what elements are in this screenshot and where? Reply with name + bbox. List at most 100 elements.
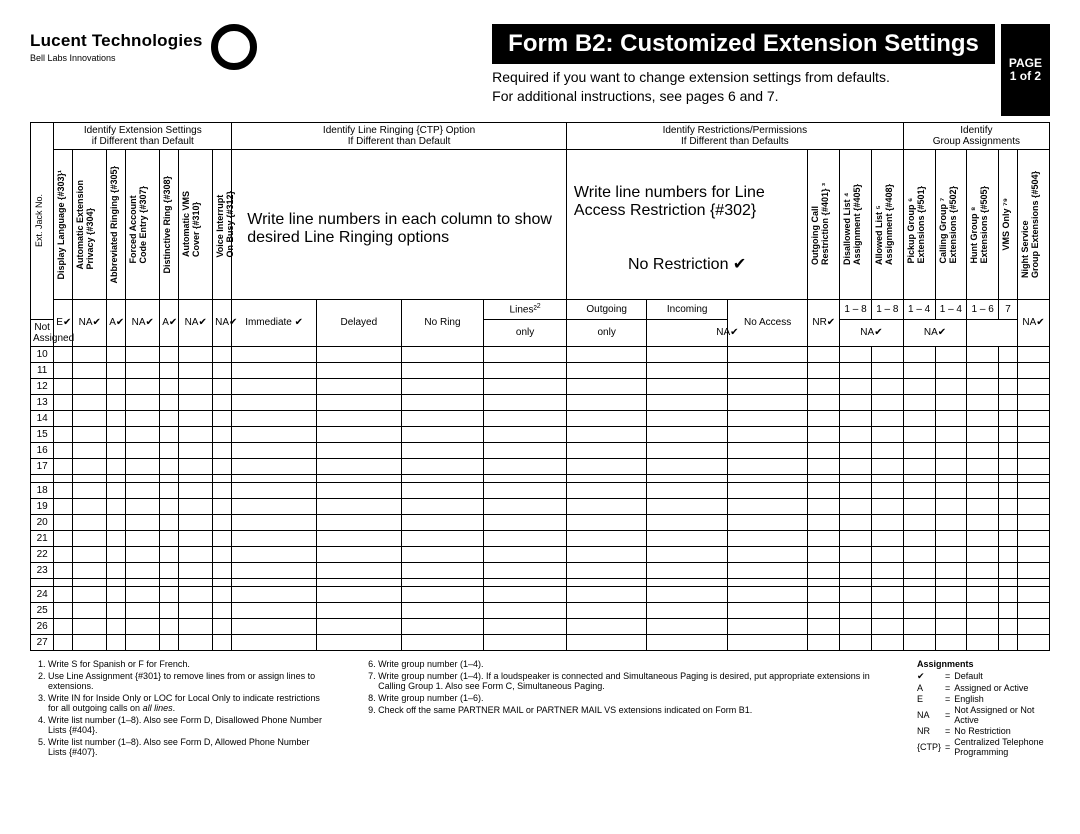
cell[interactable] — [727, 546, 807, 562]
cell[interactable] — [727, 442, 807, 458]
cell[interactable] — [316, 426, 401, 442]
cell[interactable] — [126, 442, 160, 458]
cell[interactable] — [126, 458, 160, 474]
cell[interactable] — [126, 482, 160, 498]
cell[interactable] — [316, 530, 401, 546]
cell[interactable] — [967, 498, 999, 514]
cell[interactable] — [871, 586, 903, 602]
cell[interactable] — [179, 514, 213, 530]
cell[interactable] — [871, 394, 903, 410]
cell[interactable] — [647, 346, 727, 362]
cell[interactable] — [1018, 514, 1050, 530]
cell[interactable] — [179, 498, 213, 514]
cell[interactable] — [54, 602, 73, 618]
cell[interactable] — [935, 378, 967, 394]
cell[interactable] — [401, 442, 484, 458]
cell[interactable] — [179, 442, 213, 458]
cell[interactable] — [73, 530, 107, 546]
cell[interactable] — [401, 410, 484, 426]
cell[interactable] — [232, 546, 317, 562]
cell[interactable] — [967, 378, 999, 394]
cell[interactable] — [160, 618, 179, 634]
cell[interactable] — [647, 546, 727, 562]
cell[interactable] — [232, 530, 317, 546]
cell[interactable] — [126, 394, 160, 410]
cell[interactable] — [160, 482, 179, 498]
cell[interactable] — [401, 346, 484, 362]
cell[interactable] — [967, 586, 999, 602]
cell[interactable] — [840, 482, 872, 498]
cell[interactable] — [160, 346, 179, 362]
cell[interactable] — [484, 498, 567, 514]
cell[interactable] — [316, 378, 401, 394]
cell[interactable] — [54, 514, 73, 530]
cell[interactable] — [484, 586, 567, 602]
cell[interactable] — [401, 562, 484, 578]
cell[interactable] — [999, 482, 1018, 498]
cell[interactable] — [179, 562, 213, 578]
cell[interactable] — [401, 546, 484, 562]
cell[interactable] — [179, 458, 213, 474]
cell[interactable] — [160, 514, 179, 530]
cell[interactable] — [566, 498, 646, 514]
cell[interactable] — [935, 586, 967, 602]
cell[interactable] — [566, 482, 646, 498]
cell[interactable] — [484, 394, 567, 410]
cell[interactable] — [1018, 458, 1050, 474]
cell[interactable] — [1018, 634, 1050, 650]
cell[interactable] — [566, 410, 646, 426]
cell[interactable] — [232, 378, 317, 394]
cell[interactable] — [935, 346, 967, 362]
cell[interactable] — [647, 394, 727, 410]
cell[interactable] — [160, 442, 179, 458]
cell[interactable] — [647, 482, 727, 498]
cell[interactable] — [840, 426, 872, 442]
cell[interactable] — [727, 602, 807, 618]
cell[interactable] — [484, 362, 567, 378]
cell[interactable] — [967, 618, 999, 634]
cell[interactable] — [647, 618, 727, 634]
cell[interactable] — [484, 602, 567, 618]
cell[interactable] — [967, 482, 999, 498]
cell[interactable] — [1018, 586, 1050, 602]
cell[interactable] — [126, 530, 160, 546]
cell[interactable] — [999, 602, 1018, 618]
cell[interactable] — [316, 362, 401, 378]
cell[interactable] — [808, 498, 840, 514]
cell[interactable] — [401, 426, 484, 442]
cell[interactable] — [647, 426, 727, 442]
cell[interactable] — [1018, 394, 1050, 410]
cell[interactable] — [935, 458, 967, 474]
cell[interactable] — [566, 442, 646, 458]
cell[interactable] — [484, 426, 567, 442]
cell[interactable] — [107, 586, 126, 602]
cell[interactable] — [808, 458, 840, 474]
cell[interactable] — [808, 514, 840, 530]
cell[interactable] — [967, 602, 999, 618]
cell[interactable] — [213, 562, 232, 578]
cell[interactable] — [967, 634, 999, 650]
cell[interactable] — [999, 562, 1018, 578]
cell[interactable] — [179, 482, 213, 498]
cell[interactable] — [871, 482, 903, 498]
cell[interactable] — [213, 378, 232, 394]
cell[interactable] — [401, 394, 484, 410]
cell[interactable] — [808, 618, 840, 634]
cell[interactable] — [73, 394, 107, 410]
cell[interactable] — [903, 362, 935, 378]
cell[interactable] — [401, 530, 484, 546]
cell[interactable] — [54, 546, 73, 562]
cell[interactable] — [566, 514, 646, 530]
cell[interactable] — [232, 618, 317, 634]
cell[interactable] — [160, 634, 179, 650]
cell[interactable] — [999, 586, 1018, 602]
cell[interactable] — [935, 530, 967, 546]
cell[interactable] — [401, 458, 484, 474]
cell[interactable] — [727, 586, 807, 602]
cell[interactable] — [647, 442, 727, 458]
cell[interactable] — [840, 530, 872, 546]
cell[interactable] — [935, 618, 967, 634]
cell[interactable] — [316, 410, 401, 426]
cell[interactable] — [232, 426, 317, 442]
cell[interactable] — [213, 602, 232, 618]
